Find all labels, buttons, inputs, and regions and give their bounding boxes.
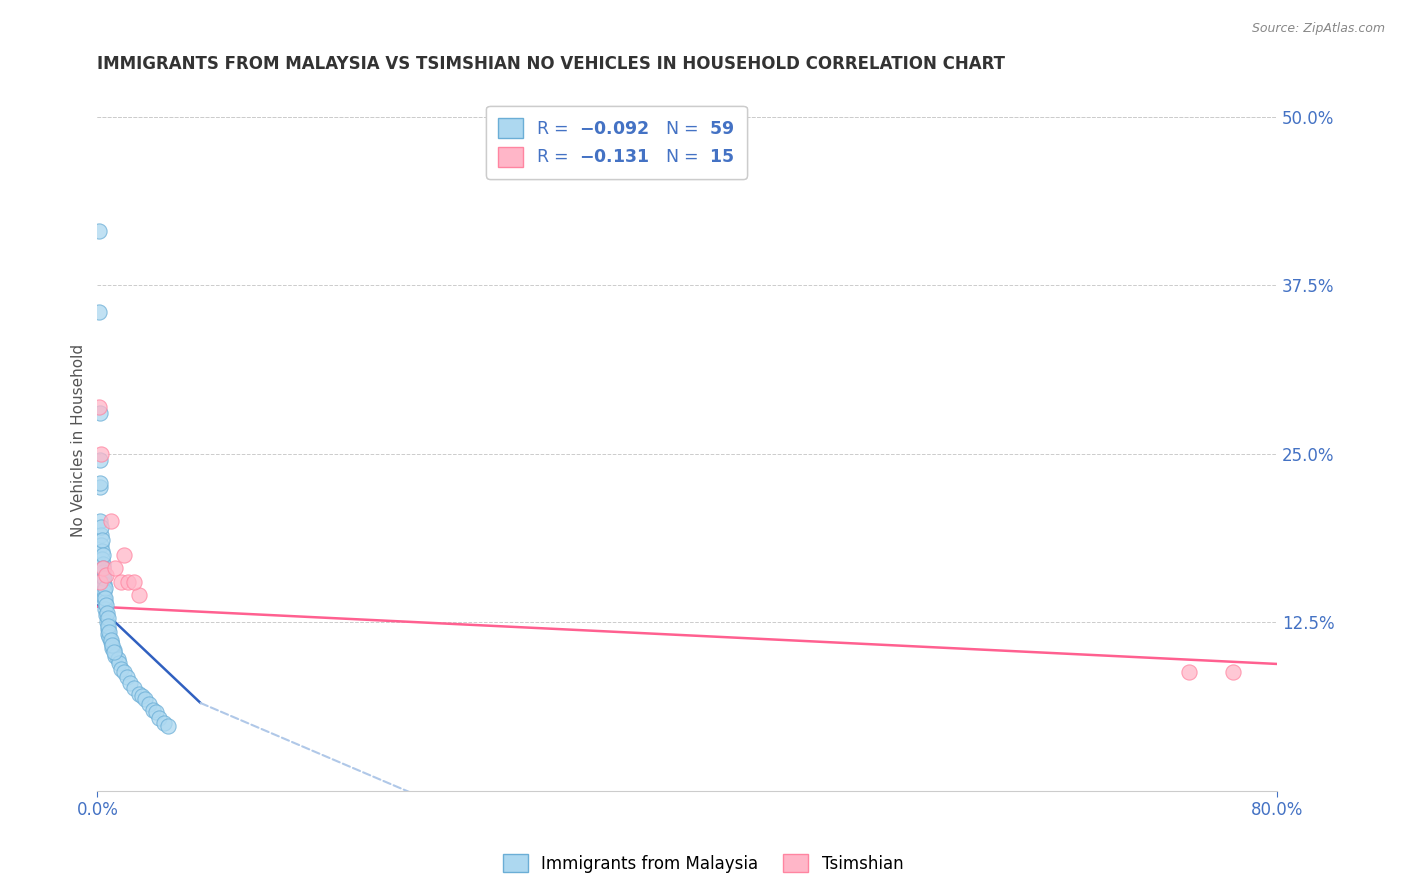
Point: [104, 648, 127, 663]
Point: [112, 665, 135, 679]
Legend: Immigrants from Malaysia, Tsimshian: Immigrants from Malaysia, Tsimshian: [496, 847, 910, 880]
Point: [97, 611, 120, 625]
Point: [91, 561, 114, 575]
Point: [118, 675, 141, 690]
Point: [115, 670, 138, 684]
Point: [157, 719, 180, 733]
Point: [128, 687, 150, 701]
Point: [97, 619, 120, 633]
Point: [87, 224, 110, 238]
Point: [138, 698, 160, 712]
Point: [107, 651, 129, 665]
Point: [89, 574, 111, 589]
Point: [103, 645, 125, 659]
Point: [93, 571, 115, 585]
Point: [96, 598, 118, 612]
Point: [110, 574, 132, 589]
Point: [97, 627, 120, 641]
Y-axis label: No Vehicles in Household: No Vehicles in Household: [72, 343, 86, 537]
Point: [103, 643, 125, 657]
Point: [90, 527, 112, 541]
Point: [101, 638, 124, 652]
Point: [87, 305, 110, 319]
Point: [100, 632, 122, 647]
Point: [89, 476, 111, 491]
Point: [1222, 665, 1244, 679]
Point: [89, 406, 111, 420]
Point: [93, 577, 115, 591]
Point: [108, 656, 131, 670]
Point: [91, 566, 114, 580]
Point: [98, 630, 121, 644]
Point: [93, 582, 115, 596]
Point: [90, 519, 112, 533]
Point: [122, 574, 145, 589]
Point: [93, 584, 115, 599]
Point: [89, 514, 111, 528]
Point: [94, 601, 117, 615]
Point: [96, 615, 118, 630]
Point: [91, 561, 114, 575]
Point: [100, 514, 122, 528]
Point: [89, 453, 111, 467]
Point: [90, 533, 112, 547]
Point: [128, 588, 150, 602]
Point: [89, 480, 111, 494]
Point: [112, 548, 135, 562]
Point: [104, 561, 127, 575]
Point: [145, 706, 167, 720]
Point: [142, 703, 165, 717]
Point: [148, 711, 170, 725]
Point: [90, 543, 112, 558]
Point: [98, 624, 121, 639]
Point: [94, 591, 117, 605]
Point: [100, 635, 122, 649]
Point: [90, 447, 112, 461]
Point: [91, 548, 114, 562]
Point: [90, 552, 112, 566]
Point: [93, 595, 115, 609]
Point: [91, 558, 114, 572]
Point: [110, 662, 132, 676]
Point: [117, 574, 139, 589]
Legend: R =  $\mathbf{-0.092}$   N =  $\mathbf{59}$, R =  $\mathbf{-0.131}$   N =  $\mat: R = $\mathbf{-0.092}$ N = $\mathbf{59}$,…: [486, 105, 747, 178]
Point: [134, 692, 156, 706]
Point: [1178, 665, 1201, 679]
Point: [90, 538, 112, 552]
Text: Source: ZipAtlas.com: Source: ZipAtlas.com: [1251, 22, 1385, 36]
Point: [152, 716, 174, 731]
Point: [122, 681, 145, 696]
Point: [91, 571, 114, 585]
Point: [96, 606, 118, 620]
Text: IMMIGRANTS FROM MALAYSIA VS TSIMSHIAN NO VEHICLES IN HOUSEHOLD CORRELATION CHART: IMMIGRANTS FROM MALAYSIA VS TSIMSHIAN NO…: [97, 55, 1005, 73]
Point: [97, 622, 120, 636]
Point: [87, 400, 110, 414]
Point: [96, 568, 118, 582]
Point: [131, 690, 153, 704]
Point: [93, 591, 115, 605]
Point: [96, 608, 118, 623]
Point: [101, 640, 124, 655]
